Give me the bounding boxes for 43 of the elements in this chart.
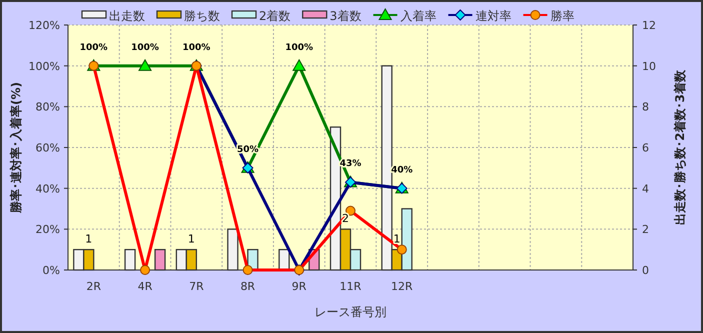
- y-tick-label: 0%: [42, 264, 60, 277]
- y-tick-label: 20%: [36, 223, 60, 236]
- y-axis-title: 勝率･連対率･入着率(%): [9, 82, 23, 214]
- x-axis-title: レース番号別: [314, 305, 386, 319]
- point: [138, 59, 152, 71]
- y2-tick-label: 6: [642, 142, 649, 154]
- data-label: 100%: [80, 42, 108, 53]
- data-label: 100%: [182, 42, 210, 53]
- legend-label: 入着率: [400, 9, 436, 23]
- legend-label: 勝率: [550, 9, 574, 23]
- y2-tick-label: 8: [642, 100, 649, 114]
- x-tick-label: 7R: [189, 280, 204, 293]
- y-tick-label: 60%: [36, 142, 60, 154]
- y2-tick-label: 10: [642, 60, 656, 73]
- y-tick-label: 80%: [36, 100, 60, 114]
- x-tick-label: 4R: [138, 280, 153, 293]
- data-label: 1: [85, 232, 92, 246]
- legend-label: 出走数: [109, 9, 145, 23]
- x-tick-label: 2R: [86, 280, 102, 293]
- y2-tick-label: 12: [642, 19, 656, 32]
- data-label: 1: [393, 232, 400, 246]
- point: [396, 244, 407, 255]
- y-tick-label: 100%: [28, 60, 60, 73]
- data-label: 1: [188, 232, 195, 246]
- legend-label: 2着数: [259, 9, 291, 23]
- data-label: 100%: [285, 42, 314, 53]
- y-tick-label: 120%: [28, 19, 60, 32]
- legend-label: 3着数: [330, 9, 362, 23]
- x-tick-label: 12R: [391, 280, 414, 293]
- y-tick-label: 40%: [36, 182, 60, 196]
- x-tick-label: 8R: [240, 280, 256, 293]
- x-tick-label: 11R: [340, 280, 362, 293]
- point: [242, 265, 253, 275]
- y2-tick-label: 0: [642, 264, 649, 277]
- point: [140, 265, 150, 275]
- y2-axis-title: 出走数･勝ち数･2着数･3着数: [673, 69, 687, 225]
- x-tick-label: 9R: [292, 280, 307, 293]
- legend-label: 連対率: [475, 9, 512, 23]
- y2-tick-label: 4: [642, 182, 649, 196]
- y2-tick-label: 2: [642, 223, 649, 236]
- legend-label: 勝ち数: [184, 9, 220, 23]
- point: [292, 59, 306, 71]
- data-label: 100%: [131, 42, 159, 53]
